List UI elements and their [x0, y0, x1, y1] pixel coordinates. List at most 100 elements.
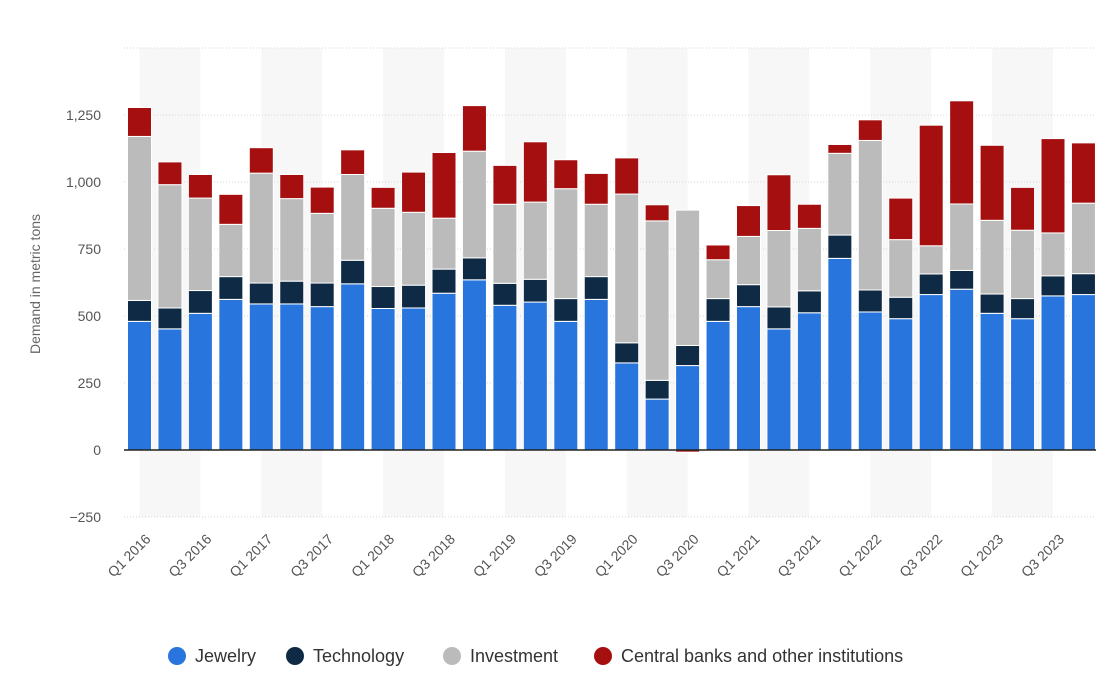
bar-segment[interactable] [248, 147, 274, 174]
bar-segment[interactable] [644, 398, 670, 451]
bar-segment[interactable] [461, 257, 487, 281]
bar-segment[interactable] [614, 362, 640, 451]
bar-segment[interactable] [979, 219, 1005, 295]
bar-segment[interactable] [949, 100, 975, 205]
bar-segment[interactable] [766, 306, 792, 330]
bar-segment[interactable] [1010, 318, 1036, 451]
bar-segment[interactable] [492, 203, 518, 284]
bar-segment[interactable] [736, 306, 761, 451]
legend-item[interactable]: Technology [286, 646, 404, 666]
bar-segment[interactable] [553, 298, 579, 322]
bar-segment[interactable] [888, 318, 914, 451]
bar-segment[interactable] [431, 217, 457, 270]
bar-segment[interactable] [522, 141, 548, 203]
bar-segment[interactable] [127, 299, 152, 322]
legend-item[interactable]: Investment [443, 646, 558, 666]
bar-segment[interactable] [279, 198, 305, 282]
bar-segment[interactable] [218, 276, 244, 300]
bar-segment[interactable] [461, 150, 487, 259]
bar-segment[interactable] [218, 223, 244, 278]
bar-segment[interactable] [553, 159, 579, 190]
bar-segment[interactable] [949, 269, 975, 290]
legend-item[interactable]: Central banks and other institutions [594, 646, 903, 666]
bar-segment[interactable] [340, 259, 366, 285]
bar-segment[interactable] [492, 282, 518, 306]
bar-segment[interactable] [401, 211, 427, 286]
bar-segment[interactable] [1040, 138, 1066, 234]
bar-segment[interactable] [675, 344, 701, 367]
bar-segment[interactable] [279, 173, 305, 200]
bar-segment[interactable] [705, 298, 731, 322]
bar-segment[interactable] [1070, 142, 1096, 204]
bar-segment[interactable] [644, 379, 670, 400]
bar-segment[interactable] [522, 201, 548, 280]
bar-segment[interactable] [644, 204, 670, 222]
bar-segment[interactable] [736, 284, 761, 308]
bar-segment[interactable] [157, 184, 183, 309]
bar-segment[interactable] [705, 259, 731, 300]
bar-segment[interactable] [401, 171, 427, 213]
bar-segment[interactable] [1070, 294, 1096, 451]
bar-segment[interactable] [1040, 232, 1066, 277]
bar-segment[interactable] [157, 307, 183, 330]
bar-segment[interactable] [370, 186, 396, 209]
bar-segment[interactable] [187, 197, 213, 292]
bar-segment[interactable] [796, 203, 822, 229]
bar-segment[interactable] [279, 303, 305, 451]
bar-segment[interactable] [370, 286, 396, 309]
bar-segment[interactable] [736, 205, 761, 237]
bar-segment[interactable] [705, 320, 731, 451]
bar-segment[interactable] [157, 328, 183, 451]
bar-segment[interactable] [309, 212, 335, 284]
bar-segment[interactable] [827, 257, 853, 451]
bar-segment[interactable] [1070, 273, 1096, 296]
bar-segment[interactable] [127, 106, 152, 137]
bar-segment[interactable] [796, 312, 822, 451]
bar-segment[interactable] [279, 280, 305, 305]
bar-segment[interactable] [492, 164, 518, 205]
bar-segment[interactable] [248, 282, 274, 305]
bar-segment[interactable] [766, 230, 792, 308]
bar-segment[interactable] [309, 282, 335, 308]
bar-segment[interactable] [675, 365, 701, 451]
bar-segment[interactable] [370, 207, 396, 288]
bar-segment[interactable] [644, 220, 670, 381]
bar-segment[interactable] [705, 244, 731, 261]
bar-segment[interactable] [1070, 202, 1096, 275]
bar-segment[interactable] [1040, 275, 1066, 297]
bar-segment[interactable] [979, 293, 1005, 314]
bar-segment[interactable] [431, 292, 457, 451]
bar-segment[interactable] [583, 172, 609, 205]
bar-segment[interactable] [827, 234, 853, 259]
bar-segment[interactable] [127, 135, 152, 301]
bar-segment[interactable] [127, 320, 152, 451]
bar-segment[interactable] [492, 304, 518, 451]
bar-segment[interactable] [1010, 229, 1036, 300]
bar-segment[interactable] [736, 235, 761, 286]
bar-segment[interactable] [157, 161, 183, 186]
bar-segment[interactable] [583, 298, 609, 451]
bar-segment[interactable] [949, 288, 975, 451]
bar-segment[interactable] [888, 197, 914, 241]
bar-segment[interactable] [796, 290, 822, 314]
bar-segment[interactable] [370, 307, 396, 451]
bar-segment[interactable] [522, 278, 548, 303]
bar-segment[interactable] [187, 290, 213, 314]
bar-segment[interactable] [918, 245, 944, 275]
bar-segment[interactable] [979, 144, 1005, 221]
bar-segment[interactable] [309, 186, 335, 214]
bar-segment[interactable] [888, 296, 914, 320]
bar-segment[interactable] [949, 203, 975, 271]
bar-segment[interactable] [522, 301, 548, 451]
bar-segment[interactable] [1010, 298, 1036, 320]
bar-segment[interactable] [857, 289, 883, 313]
bar-segment[interactable] [614, 193, 640, 344]
bar-segment[interactable] [827, 143, 853, 154]
bar-segment[interactable] [583, 276, 609, 300]
bar-segment[interactable] [461, 279, 487, 451]
bar-segment[interactable] [583, 203, 609, 278]
bar-segment[interactable] [401, 307, 427, 451]
bar-segment[interactable] [340, 173, 366, 261]
bar-segment[interactable] [979, 312, 1005, 451]
bar-segment[interactable] [827, 152, 853, 236]
